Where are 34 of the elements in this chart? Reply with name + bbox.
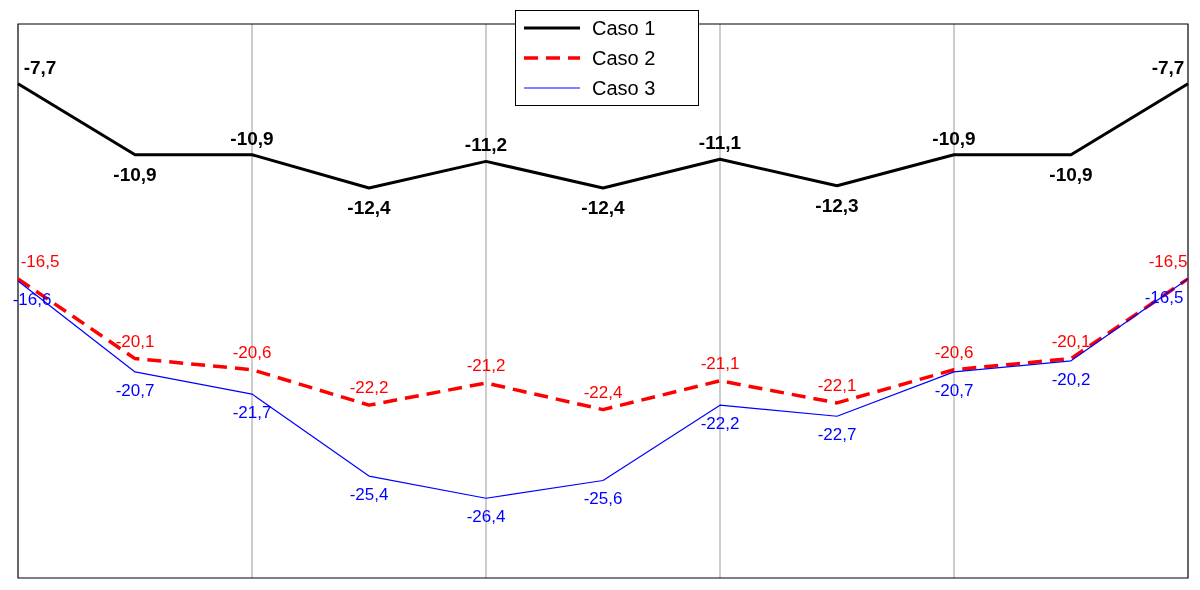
data-label: -22,2 <box>700 414 740 434</box>
data-label: -20,2 <box>1051 369 1091 389</box>
data-label: -11,1 <box>698 132 742 154</box>
data-label: -20,7 <box>934 380 974 400</box>
data-label: -22,4 <box>583 382 623 402</box>
data-label: -12,4 <box>347 196 392 218</box>
data-label: -12,3 <box>815 194 859 216</box>
data-label: -22,2 <box>349 378 389 398</box>
data-label: -10,9 <box>932 127 976 149</box>
data-label: -16,5 <box>20 251 60 271</box>
data-label: -7,7 <box>1151 56 1185 78</box>
data-label: -7,7 <box>23 56 57 78</box>
data-label: -22,1 <box>817 375 857 395</box>
data-label: -25,6 <box>583 489 623 509</box>
data-label: -10,9 <box>1049 163 1093 185</box>
data-label: -12,4 <box>581 196 626 218</box>
data-label: -11,2 <box>464 134 508 156</box>
legend-label: Caso 2 <box>592 46 656 70</box>
data-label: -10,9 <box>113 163 157 185</box>
data-label: -26,4 <box>466 507 506 527</box>
data-label: -20,1 <box>115 331 155 351</box>
data-label: -20,6 <box>232 342 272 362</box>
legend-label: Caso 1 <box>592 16 656 40</box>
data-label: -21,2 <box>466 355 506 375</box>
data-label: -20,7 <box>115 380 155 400</box>
data-label: -20,6 <box>934 342 974 362</box>
data-label: -21,7 <box>232 403 272 423</box>
data-label: -10,9 <box>230 127 274 149</box>
legend-label: Caso 3 <box>592 76 656 100</box>
data-label: -16,5 <box>1148 251 1188 271</box>
data-label: -20,1 <box>1051 331 1091 351</box>
data-label: -22,7 <box>817 425 857 445</box>
data-label: -21,1 <box>700 353 740 373</box>
data-label: -25,4 <box>349 485 389 505</box>
